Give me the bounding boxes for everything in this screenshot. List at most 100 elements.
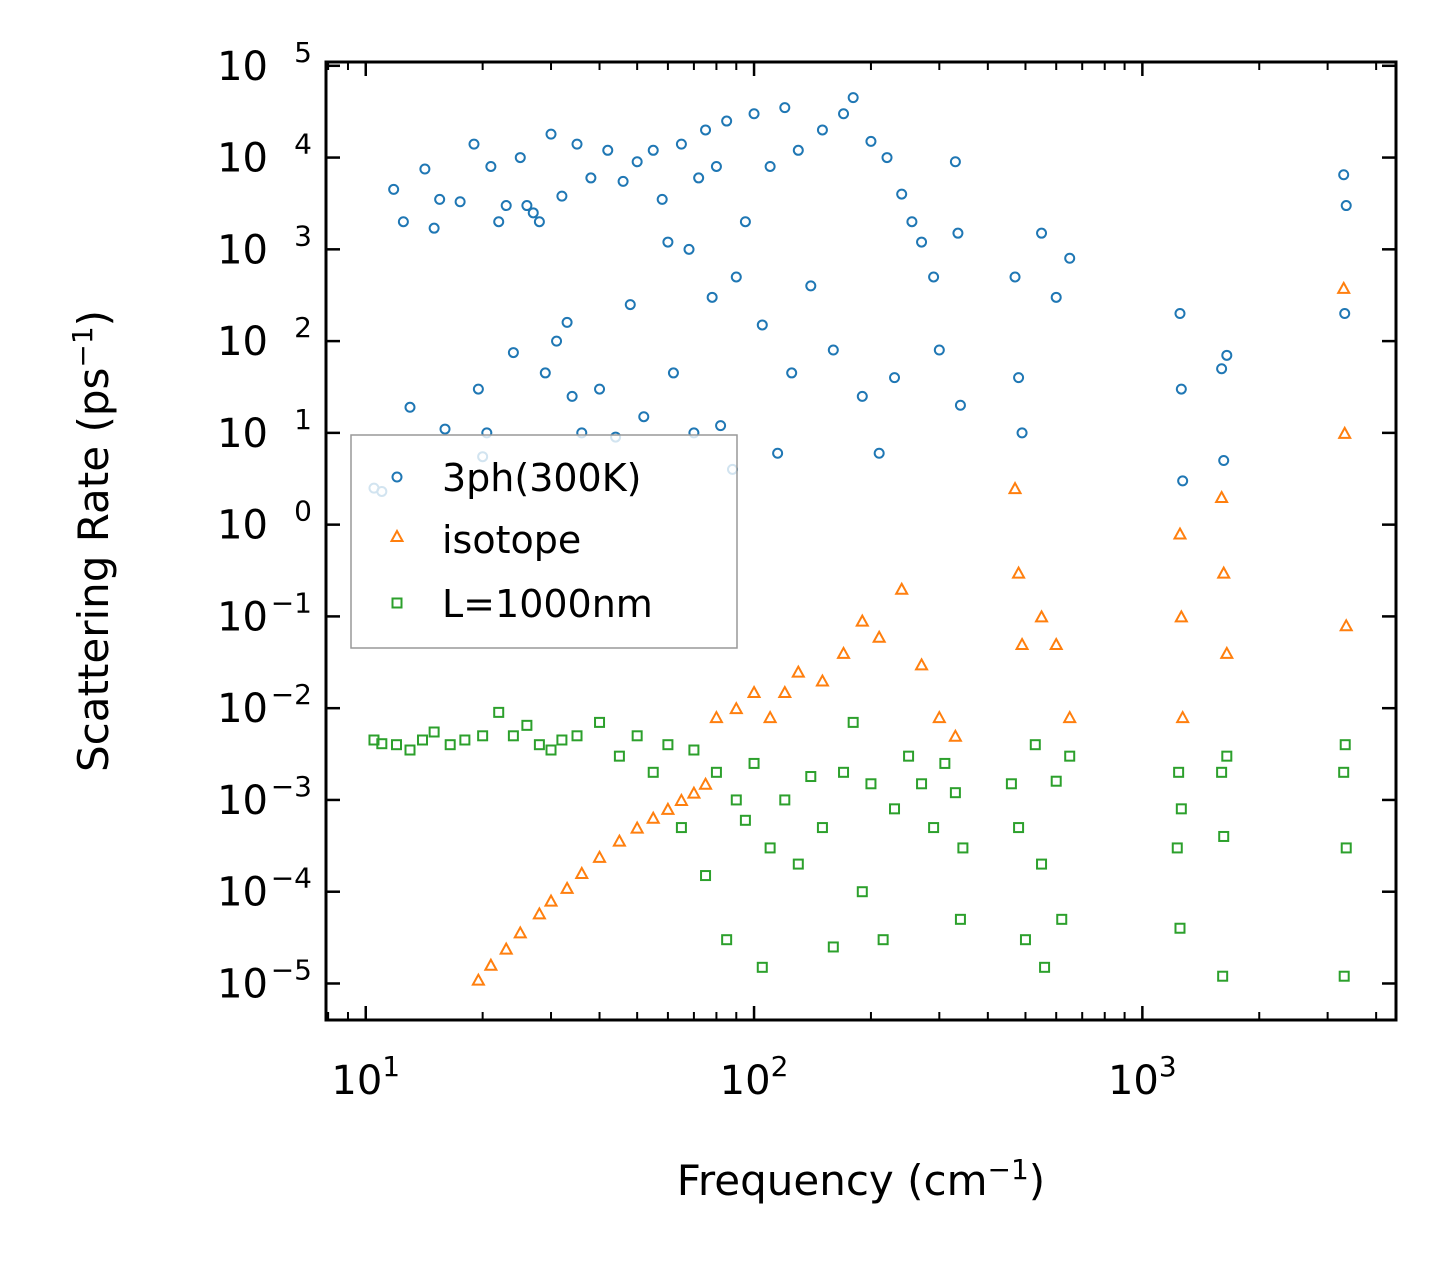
data-point-isotope (646, 810, 661, 824)
data-point-isotope (698, 776, 713, 790)
legend-marker-isotope (389, 528, 405, 542)
data-point-3ph (792, 144, 804, 156)
data-point-isotope (471, 972, 486, 986)
data-point-isotope (1214, 489, 1229, 504)
data-point-boundary (877, 934, 889, 946)
data-point-3ph (514, 152, 526, 164)
data-point-isotope (592, 849, 607, 863)
legend-marker-boundary (391, 597, 403, 609)
data-point-isotope (894, 581, 909, 595)
data-point-boundary (889, 803, 901, 815)
y-tick-label: 10−5 (217, 953, 312, 1007)
data-point-3ph (706, 291, 718, 303)
data-point-boundary (700, 870, 712, 882)
data-point-boundary (1217, 970, 1229, 982)
data-point-3ph (419, 163, 431, 175)
data-point-boundary (710, 766, 722, 778)
data-point-3ph (954, 399, 966, 411)
data-point-isotope (674, 792, 689, 806)
data-point-boundary (939, 757, 951, 769)
data-point-3ph (545, 128, 557, 140)
data-point-3ph (500, 200, 512, 212)
data-point-3ph (624, 299, 636, 311)
data-point-boundary (748, 757, 760, 769)
data-point-isotope (499, 941, 514, 955)
data-point-3ph (1174, 307, 1186, 319)
y-tick-label: 10 1 (217, 403, 312, 457)
data-point-3ph (1338, 169, 1350, 181)
series-2 (368, 706, 1352, 982)
data-point-boundary (1039, 961, 1051, 973)
data-point-isotope (532, 906, 547, 920)
data-point-boundary (631, 730, 643, 742)
data-point-3ph (585, 172, 597, 184)
data-point-boundary (1064, 750, 1076, 762)
data-point-isotope (1336, 280, 1351, 294)
data-point-3ph (896, 188, 908, 200)
data-point-boundary (1036, 858, 1048, 870)
data-point-isotope (777, 684, 792, 699)
data-point-isotope (1011, 565, 1026, 579)
data-point-isotope (836, 645, 851, 659)
data-point-3ph (617, 175, 629, 187)
data-point-boundary (827, 941, 839, 953)
data-point-3ph (533, 216, 545, 228)
data-point-3ph (764, 160, 776, 172)
data-point-boundary (1175, 803, 1187, 815)
data-point-isotope (871, 629, 887, 643)
data-point-boundary (1050, 775, 1062, 787)
data-point-boundary (493, 706, 505, 718)
data-point-boundary (805, 771, 817, 783)
data-point-3ph (838, 108, 850, 120)
data-point-3ph (715, 420, 727, 432)
data-point-isotope (932, 709, 947, 724)
data-point-isotope (709, 709, 724, 724)
data-point-3ph (388, 183, 400, 195)
data-point-boundary (838, 766, 850, 778)
data-point-boundary (903, 750, 915, 762)
data-point-isotope (762, 709, 778, 724)
data-point-boundary (1339, 739, 1351, 751)
data-point-boundary (1174, 922, 1186, 934)
data-point-3ph (454, 196, 466, 208)
y-tick-label: 10 4 (217, 128, 312, 182)
data-point-3ph (816, 124, 828, 136)
data-point-boundary (954, 913, 966, 925)
data-point-boundary (816, 822, 828, 834)
data-point-boundary (916, 778, 928, 790)
data-point-3ph (675, 138, 687, 150)
data-point-isotope (1174, 609, 1189, 623)
data-point-3ph (693, 172, 705, 184)
data-point-3ph (602, 144, 614, 156)
data-point-boundary (739, 814, 751, 826)
data-point-isotope (1049, 636, 1064, 651)
data-point-isotope (660, 801, 676, 815)
data-point-boundary (459, 734, 471, 746)
data-point-isotope (1339, 618, 1354, 632)
y-tick-label: 10 0 (217, 495, 312, 549)
data-point-3ph (928, 271, 940, 283)
data-point-3ph (906, 216, 918, 228)
data-point-boundary (556, 734, 568, 746)
data-point-3ph (561, 316, 573, 328)
data-point-3ph (397, 216, 409, 228)
data-point-3ph (662, 236, 674, 248)
data-point-boundary (1216, 766, 1228, 778)
data-point-boundary (1013, 822, 1025, 834)
data-point-isotope (629, 820, 645, 834)
legend-label-boundary: L=1000nm (442, 582, 653, 626)
data-point-3ph (1339, 307, 1351, 319)
data-point-boundary (675, 822, 687, 834)
data-point-isotope (612, 833, 627, 847)
legend-label-3ph: 3ph(300K) (442, 456, 641, 500)
data-point-boundary (1019, 934, 1031, 946)
data-point-3ph (1050, 291, 1062, 303)
data-point-boundary (594, 716, 606, 728)
y-axis-label: Scattering Rate (ps−1) (66, 310, 118, 772)
data-point-3ph (1009, 271, 1021, 283)
data-point-3ph (493, 216, 505, 228)
data-point-isotope (815, 673, 830, 687)
data-point-boundary (856, 886, 868, 898)
data-point-isotope (1034, 609, 1049, 623)
data-point-3ph (667, 367, 679, 379)
